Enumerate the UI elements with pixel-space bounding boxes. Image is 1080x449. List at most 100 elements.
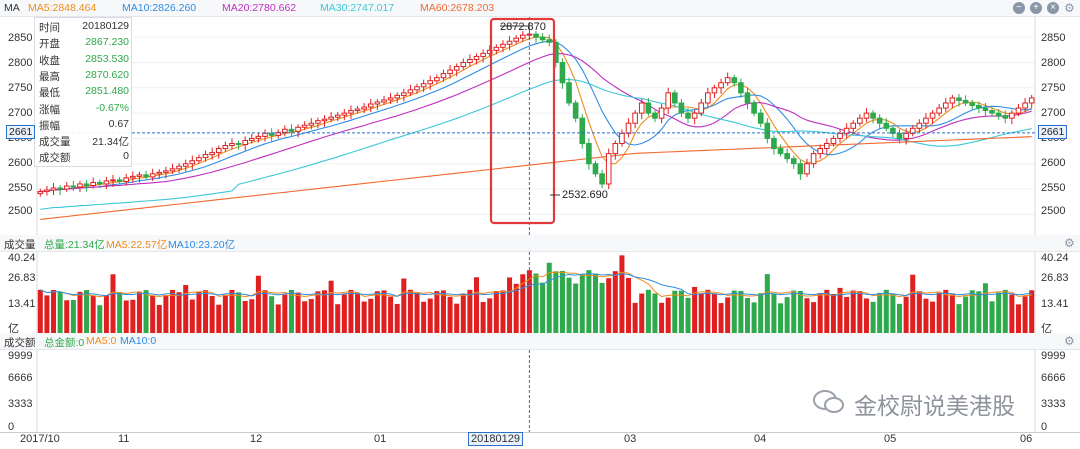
volume-ma5-legend: MA5:22.57亿 bbox=[106, 239, 168, 251]
candle bbox=[923, 117, 929, 124]
candle bbox=[288, 128, 295, 132]
volume-bar bbox=[513, 283, 519, 333]
volume-bar bbox=[51, 290, 57, 333]
volume-bar bbox=[573, 283, 579, 333]
price-chart[interactable] bbox=[0, 17, 1080, 235]
volume-bar bbox=[361, 301, 367, 333]
candle bbox=[262, 132, 268, 137]
candle bbox=[301, 124, 308, 128]
volume-bar bbox=[804, 298, 810, 333]
volume-bar bbox=[553, 271, 559, 333]
amount-ma10-legend: MA10:0 bbox=[120, 335, 157, 347]
candle bbox=[44, 189, 50, 193]
volume-bar bbox=[546, 262, 552, 333]
price-axis-label: 2550 bbox=[8, 182, 33, 194]
volume-bar bbox=[930, 301, 936, 333]
volume-bar bbox=[850, 290, 856, 333]
volume-bar bbox=[123, 300, 129, 333]
close-icon[interactable]: × bbox=[1047, 2, 1059, 14]
candle bbox=[321, 118, 328, 122]
candle bbox=[599, 173, 605, 185]
volume-bar bbox=[824, 289, 830, 333]
candle bbox=[731, 77, 738, 84]
candle bbox=[566, 82, 572, 104]
amount-gear-icon[interactable]: ⚙ bbox=[1064, 334, 1075, 348]
volume-bar bbox=[963, 296, 969, 333]
candle bbox=[163, 170, 169, 173]
price-axis-label: 2600 bbox=[8, 157, 33, 169]
volume-bar bbox=[1022, 296, 1028, 333]
amount-axis-label: 9999 bbox=[8, 350, 33, 362]
volume-bar bbox=[37, 289, 43, 333]
volume-bar bbox=[685, 297, 691, 333]
volume-gear-icon[interactable]: ⚙ bbox=[1064, 236, 1075, 250]
candle bbox=[308, 122, 315, 126]
volume-bar bbox=[592, 273, 598, 333]
candle bbox=[764, 122, 771, 139]
candle bbox=[255, 135, 262, 139]
low-annotation: 2532.690 bbox=[562, 189, 608, 201]
minus-icon[interactable]: − bbox=[1013, 2, 1025, 14]
volume-bar bbox=[222, 294, 228, 333]
ma60-legend: MA60:2678.203 bbox=[420, 2, 495, 14]
volume-bar bbox=[559, 270, 565, 333]
candle bbox=[341, 112, 348, 116]
candle bbox=[1015, 107, 1022, 114]
candle bbox=[546, 39, 553, 43]
volume-bar bbox=[996, 292, 1002, 333]
candle bbox=[196, 157, 202, 162]
volume-bar bbox=[183, 285, 189, 333]
candle bbox=[328, 116, 334, 120]
volume-bar bbox=[738, 290, 744, 333]
ma30-line bbox=[40, 79, 1032, 210]
price-panel-header: MA MA5:2848.464 MA10:2826.260 MA20:2780.… bbox=[0, 0, 1080, 17]
candle bbox=[235, 142, 242, 145]
candle bbox=[473, 55, 480, 60]
volume-chart[interactable] bbox=[0, 252, 1080, 333]
volume-bar bbox=[209, 296, 215, 333]
info-row: 开盘 2867.230 bbox=[39, 36, 131, 51]
candle bbox=[315, 120, 321, 124]
volume-bar bbox=[678, 290, 684, 333]
candle bbox=[989, 110, 995, 114]
price-axis-label: 2600 bbox=[1041, 157, 1066, 169]
candle bbox=[222, 145, 229, 150]
candle bbox=[90, 181, 96, 186]
volume-bar bbox=[526, 270, 532, 333]
ma10-legend: MA10:2826.260 bbox=[122, 2, 197, 14]
date-tick-label: 01 bbox=[374, 433, 387, 445]
price-axis-label: 2700 bbox=[8, 107, 33, 119]
volume-bar bbox=[143, 290, 149, 333]
candle bbox=[248, 137, 255, 141]
candle bbox=[738, 82, 744, 94]
candle bbox=[929, 112, 936, 119]
indicator-title: MA bbox=[4, 2, 20, 14]
volume-bar bbox=[1002, 289, 1008, 333]
candle bbox=[863, 112, 870, 119]
date-tick-label: 03 bbox=[624, 433, 637, 445]
info-key: 最高 bbox=[39, 70, 60, 83]
candle bbox=[652, 112, 658, 119]
volume-bar bbox=[725, 297, 731, 333]
candle bbox=[77, 183, 83, 188]
volume-bar bbox=[315, 291, 321, 333]
candle bbox=[295, 126, 301, 132]
plus-icon[interactable]: + bbox=[1030, 2, 1042, 14]
volume-bar bbox=[540, 282, 546, 333]
volume-bar bbox=[156, 304, 162, 333]
candle bbox=[143, 174, 149, 178]
volume-bar bbox=[692, 286, 698, 333]
volume-bar bbox=[474, 277, 480, 333]
candle bbox=[70, 185, 77, 188]
gear-icon[interactable]: ⚙ bbox=[1064, 1, 1075, 15]
candle bbox=[202, 154, 209, 159]
candle bbox=[823, 142, 830, 150]
price-axis-label: 2500 bbox=[1041, 205, 1066, 217]
date-tick-label: 11 bbox=[118, 433, 130, 445]
price-axis-label: 2800 bbox=[8, 57, 33, 69]
candle bbox=[348, 110, 354, 114]
candle bbox=[1022, 102, 1028, 109]
price-axis-label: 2850 bbox=[1041, 32, 1066, 44]
candle bbox=[209, 152, 215, 156]
volume-bar bbox=[969, 290, 975, 333]
